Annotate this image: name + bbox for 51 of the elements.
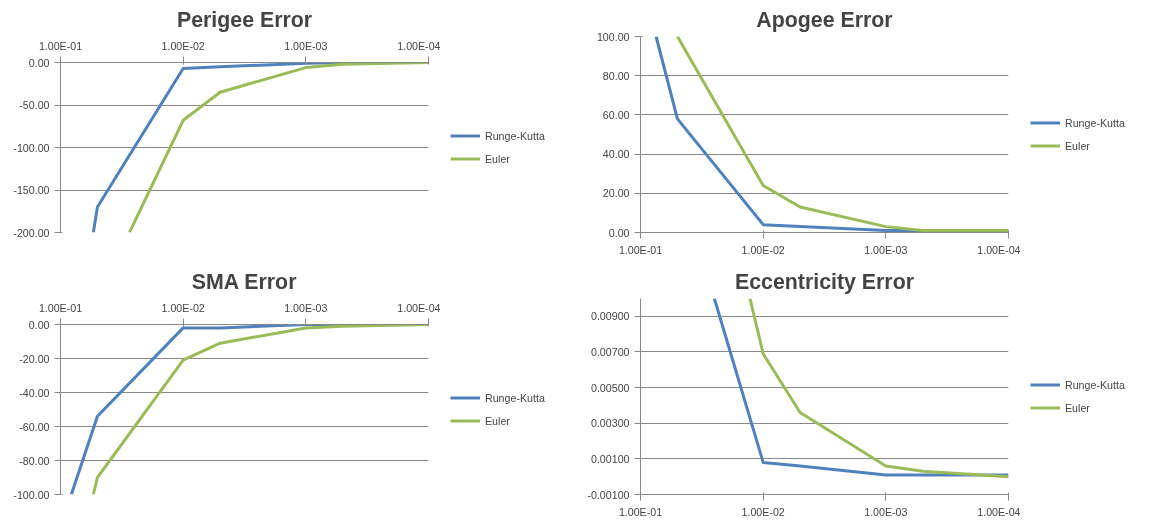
y-tick-label: 0.00 bbox=[608, 226, 630, 239]
y-tick-label: 100.00 bbox=[596, 30, 630, 43]
y-tick-label: 20.00 bbox=[602, 187, 630, 200]
y-tick-label: -0.00100 bbox=[587, 488, 630, 501]
legend-label: Euler bbox=[1065, 401, 1090, 414]
y-tick-label: -200.00 bbox=[13, 226, 50, 239]
y-tick-label: 0.00700 bbox=[590, 345, 630, 358]
y-tick-label: -50.00 bbox=[19, 99, 50, 111]
y-tick-label: 0.00 bbox=[28, 56, 50, 69]
x-tick-label: 1.00E-01 bbox=[38, 301, 83, 314]
x-tick-label: 1.00E-04 bbox=[977, 505, 1021, 518]
y-tick-label: -100.00 bbox=[13, 141, 50, 154]
chart-title: Perigee Error bbox=[176, 7, 313, 32]
chart-title: SMA Error bbox=[191, 269, 297, 294]
x-tick-label: 1.00E-02 bbox=[741, 243, 785, 256]
x-tick-label: 1.00E-04 bbox=[977, 243, 1021, 256]
y-tick-label: 0.00900 bbox=[590, 310, 630, 323]
x-tick-label: 1.00E-01 bbox=[618, 505, 663, 518]
y-tick-label: 80.00 bbox=[602, 69, 630, 82]
chart-title: Apogee Error bbox=[756, 7, 893, 32]
x-tick-label: 1.00E-02 bbox=[741, 505, 785, 518]
y-tick-label: -40.00 bbox=[19, 386, 50, 399]
y-tick-label: -60.00 bbox=[19, 420, 50, 433]
y-tick-label: -20.00 bbox=[19, 352, 50, 365]
x-tick-label: 1.00E-02 bbox=[161, 39, 205, 52]
chart-title: Eccentricity Error bbox=[735, 269, 914, 294]
legend-label: Runge-Kutta bbox=[485, 391, 545, 404]
y-tick-label: 0.00 bbox=[28, 318, 50, 331]
x-tick-label: 1.00E-04 bbox=[397, 301, 441, 314]
legend-label: Runge-Kutta bbox=[1065, 116, 1125, 129]
y-tick-label: 60.00 bbox=[602, 108, 630, 121]
x-tick-label: 1.00E-03 bbox=[864, 505, 908, 518]
y-tick-label: 0.00500 bbox=[590, 381, 630, 394]
legend-label: Runge-Kutta bbox=[1065, 378, 1125, 391]
y-tick-label: 0.00300 bbox=[590, 417, 630, 430]
legend-label: Runge-Kutta bbox=[485, 129, 545, 142]
y-tick-label: -150.00 bbox=[13, 184, 50, 196]
y-tick-label: -100.00 bbox=[13, 488, 50, 501]
legend-label: Euler bbox=[485, 152, 510, 165]
y-tick-label: 40.00 bbox=[602, 148, 630, 161]
y-tick-label: 0.00100 bbox=[590, 452, 630, 465]
x-tick-label: 1.00E-01 bbox=[38, 39, 83, 52]
x-tick-label: 1.00E-03 bbox=[284, 39, 328, 52]
x-tick-label: 1.00E-04 bbox=[397, 39, 441, 52]
x-tick-label: 1.00E-03 bbox=[864, 243, 908, 256]
x-tick-label: 1.00E-02 bbox=[161, 301, 205, 314]
y-tick-label: -80.00 bbox=[19, 454, 50, 467]
x-tick-label: 1.00E-01 bbox=[618, 243, 663, 256]
legend-label: Euler bbox=[485, 414, 510, 427]
x-tick-label: 1.00E-03 bbox=[284, 301, 328, 314]
legend-label: Euler bbox=[1065, 139, 1090, 152]
